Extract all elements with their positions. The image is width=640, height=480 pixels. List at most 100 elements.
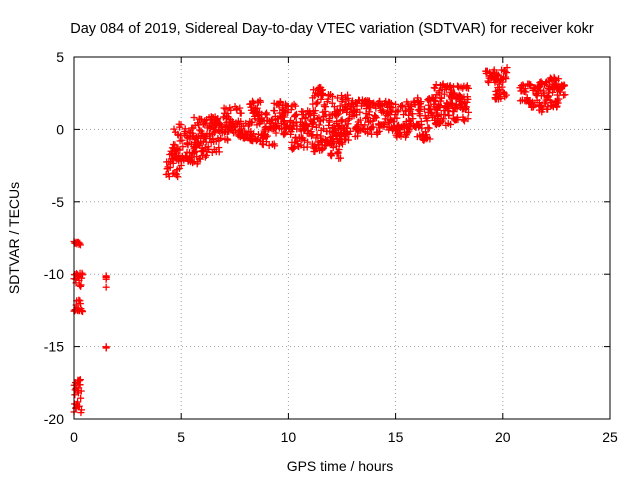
data-point <box>363 113 371 121</box>
data-point <box>319 145 327 153</box>
data-point <box>555 75 563 83</box>
data-point <box>313 100 321 108</box>
data-point <box>304 126 312 134</box>
data-point <box>499 88 507 96</box>
data-point <box>211 129 219 137</box>
x-tick-label: 15 <box>388 429 404 445</box>
data-point <box>365 118 373 126</box>
data-point <box>424 96 432 104</box>
data-point <box>199 129 207 137</box>
data-point <box>102 344 110 352</box>
data-point <box>79 308 87 316</box>
data-point <box>339 107 347 115</box>
y-axis-label: SDTVAR / TECUs <box>6 182 22 294</box>
data-point <box>440 115 448 123</box>
data-point <box>337 154 345 162</box>
data-point <box>440 90 448 98</box>
data-point <box>281 129 289 137</box>
data-point <box>75 296 83 304</box>
data-point <box>522 88 530 96</box>
data-point <box>367 103 375 111</box>
data-point <box>533 96 541 104</box>
data-point <box>215 148 223 156</box>
data-point <box>202 119 210 127</box>
data-point <box>334 94 342 102</box>
data-point <box>287 128 295 136</box>
data-point <box>179 143 187 151</box>
data-point <box>527 81 535 89</box>
data-point <box>371 112 379 120</box>
data-point <box>335 146 343 154</box>
data-point <box>498 83 506 91</box>
data-point <box>171 141 179 149</box>
data-point <box>224 136 232 144</box>
data-point <box>193 138 201 146</box>
data-point <box>555 95 563 103</box>
data-point <box>397 132 405 140</box>
data-point <box>192 147 200 155</box>
data-point <box>202 151 210 159</box>
data-point <box>75 402 83 410</box>
data-point <box>450 107 458 115</box>
y-tick-label: -10 <box>44 266 64 282</box>
data-point <box>178 136 186 144</box>
data-point <box>342 106 350 114</box>
data-point <box>76 376 84 384</box>
data-point <box>329 92 337 100</box>
y-tick-labels: -20 -15 -10 -5 0 5 <box>44 49 64 427</box>
data-point <box>102 283 110 291</box>
data-point <box>79 271 87 279</box>
x-tick-label: 25 <box>602 429 618 445</box>
data-point <box>246 117 254 125</box>
data-point <box>182 132 190 140</box>
data-point <box>213 115 221 123</box>
data-point <box>464 115 472 123</box>
data-point <box>308 132 316 140</box>
data-point <box>227 106 235 114</box>
data-point <box>170 125 178 133</box>
data-point <box>196 126 204 134</box>
data-point <box>447 121 455 129</box>
data-point <box>423 117 431 125</box>
data-point <box>237 117 245 125</box>
data-point <box>77 281 85 289</box>
data-point <box>292 110 300 118</box>
data-point <box>315 114 323 122</box>
data-point <box>561 91 569 99</box>
data-point <box>325 118 333 126</box>
data-point <box>181 125 189 133</box>
data-point <box>531 101 539 109</box>
x-tick-labels: 0 5 10 15 20 25 <box>70 429 618 445</box>
data-point <box>354 132 362 140</box>
data-point <box>536 86 544 94</box>
data-point <box>330 103 338 111</box>
data-point <box>356 116 364 124</box>
plot-frame <box>73 56 611 420</box>
data-point <box>464 108 472 116</box>
data-point <box>78 406 86 414</box>
y-tick-label: -20 <box>44 411 64 427</box>
x-axis-label: GPS time / hours <box>287 458 394 474</box>
data-point <box>464 84 472 92</box>
data-point <box>459 116 467 124</box>
data-point <box>278 125 286 133</box>
data-point <box>165 172 173 180</box>
data-point <box>271 107 279 115</box>
data-point <box>338 92 346 100</box>
data-point <box>417 98 425 106</box>
data-point <box>405 116 413 124</box>
data-point <box>308 120 316 128</box>
data-point <box>438 94 446 102</box>
data-point <box>335 122 343 130</box>
data-point <box>309 119 317 127</box>
data-point <box>409 115 417 123</box>
data-point <box>337 117 345 125</box>
data-point <box>399 121 407 129</box>
data-point <box>356 108 364 116</box>
scatter-points <box>70 64 569 417</box>
data-point <box>174 173 182 181</box>
data-point <box>263 132 271 140</box>
data-point <box>501 93 509 101</box>
x-tick-label: 10 <box>281 429 297 445</box>
data-point <box>408 103 416 111</box>
